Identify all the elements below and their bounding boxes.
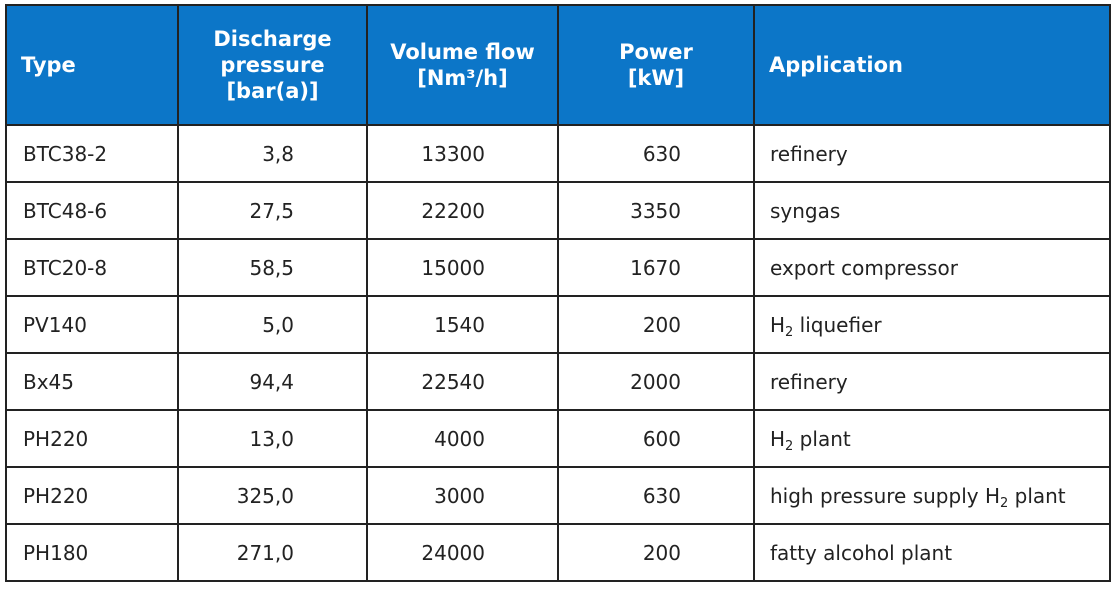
table-row: PH220 325,0 3000 630 high pressure suppl… bbox=[5, 466, 1111, 525]
table-row: BTC20-8 58,5 15000 1670 export compresso… bbox=[5, 238, 1111, 297]
table-row: PH180 271,0 24000 200 fatty alcohol plan… bbox=[5, 523, 1111, 582]
application-text: refinery bbox=[770, 141, 848, 166]
header-power-line-1: Power bbox=[619, 40, 693, 64]
application-text-suffix: liquefier bbox=[793, 312, 882, 337]
table-row: Bx45 94,4 22540 2000 refinery bbox=[5, 352, 1111, 411]
table-row: PH220 13,0 4000 600 H2 plant bbox=[5, 409, 1111, 468]
application-text: export compressor bbox=[770, 255, 958, 280]
header-row: Type Discharge pressure [bar(a)] Volume … bbox=[5, 4, 1111, 126]
cell-type: BTC38-2 bbox=[5, 124, 179, 183]
compressor-table: Type Discharge pressure [bar(a)] Volume … bbox=[5, 4, 1111, 582]
cell-flow: 1540 bbox=[366, 295, 559, 354]
cell-power: 200 bbox=[557, 295, 755, 354]
table-row: BTC48-6 27,5 22200 3350 syngas bbox=[5, 181, 1111, 240]
cell-application: fatty alcohol plant bbox=[753, 523, 1111, 582]
cell-pressure: 58,5 bbox=[177, 238, 368, 297]
compressor-table-container: Type Discharge pressure [bar(a)] Volume … bbox=[5, 4, 1111, 582]
application-text: syngas bbox=[770, 198, 841, 223]
cell-pressure: 13,0 bbox=[177, 409, 368, 468]
table-row: PV140 5,0 1540 200 H2 liquefier bbox=[5, 295, 1111, 354]
cell-pressure: 5,0 bbox=[177, 295, 368, 354]
application-subscript: 2 bbox=[999, 495, 1009, 511]
application-text: H bbox=[770, 312, 786, 337]
header-flow-line-1: Volume flow bbox=[390, 40, 535, 64]
application-text: fatty alcohol plant bbox=[770, 540, 953, 565]
application-text: H bbox=[770, 426, 786, 451]
application-text-suffix: plant bbox=[793, 426, 851, 451]
application-text-suffix: plant bbox=[1008, 483, 1066, 508]
cell-power: 630 bbox=[557, 124, 755, 183]
cell-flow: 24000 bbox=[366, 523, 559, 582]
application-text: high pressure supply H bbox=[770, 483, 1000, 508]
header-pressure-line-2: pressure bbox=[220, 53, 325, 77]
cell-type: PH180 bbox=[5, 523, 179, 582]
cell-flow: 4000 bbox=[366, 409, 559, 468]
cell-flow: 22200 bbox=[366, 181, 559, 240]
cell-application: H2 plant bbox=[753, 409, 1111, 468]
cell-type: Bx45 bbox=[5, 352, 179, 411]
cell-flow: 22540 bbox=[366, 352, 559, 411]
application-subscript: 2 bbox=[785, 438, 794, 454]
table-header: Type Discharge pressure [bar(a)] Volume … bbox=[5, 4, 1111, 126]
table-row: BTC38-2 3,8 13300 630 refinery bbox=[5, 124, 1111, 183]
table-body: BTC38-2 3,8 13300 630 refinery BTC48-6 2… bbox=[5, 124, 1111, 582]
header-pressure-line-1: Discharge bbox=[213, 27, 332, 51]
cell-type: BTC20-8 bbox=[5, 238, 179, 297]
cell-type: BTC48-6 bbox=[5, 181, 179, 240]
application-subscript: 2 bbox=[785, 324, 794, 340]
cell-power: 3350 bbox=[557, 181, 755, 240]
header-type: Type bbox=[5, 4, 179, 126]
cell-type: PH220 bbox=[5, 466, 179, 525]
cell-flow: 13300 bbox=[366, 124, 559, 183]
cell-application: high pressure supply H2 plant bbox=[753, 466, 1111, 525]
header-application: Application bbox=[753, 4, 1111, 126]
cell-power: 600 bbox=[557, 409, 755, 468]
cell-flow: 15000 bbox=[366, 238, 559, 297]
cell-pressure: 271,0 bbox=[177, 523, 368, 582]
header-pressure-line-3: [bar(a)] bbox=[226, 79, 319, 103]
cell-type: PH220 bbox=[5, 409, 179, 468]
header-flow-line-2: [Nm³/h] bbox=[417, 66, 508, 90]
application-text: refinery bbox=[770, 369, 848, 394]
header-power-line-2: [kW] bbox=[627, 66, 685, 90]
cell-type: PV140 bbox=[5, 295, 179, 354]
cell-power: 200 bbox=[557, 523, 755, 582]
header-volume-flow: Volume flow [Nm³/h] bbox=[366, 4, 559, 126]
header-power: Power [kW] bbox=[557, 4, 755, 126]
cell-power: 630 bbox=[557, 466, 755, 525]
cell-pressure: 27,5 bbox=[177, 181, 368, 240]
cell-pressure: 94,4 bbox=[177, 352, 368, 411]
cell-power: 1670 bbox=[557, 238, 755, 297]
cell-flow: 3000 bbox=[366, 466, 559, 525]
cell-application: refinery bbox=[753, 124, 1111, 183]
cell-application: H2 liquefier bbox=[753, 295, 1111, 354]
cell-power: 2000 bbox=[557, 352, 755, 411]
cell-application: refinery bbox=[753, 352, 1111, 411]
cell-pressure: 325,0 bbox=[177, 466, 368, 525]
cell-application: syngas bbox=[753, 181, 1111, 240]
cell-pressure: 3,8 bbox=[177, 124, 368, 183]
cell-application: export compressor bbox=[753, 238, 1111, 297]
header-discharge-pressure: Discharge pressure [bar(a)] bbox=[177, 4, 368, 126]
